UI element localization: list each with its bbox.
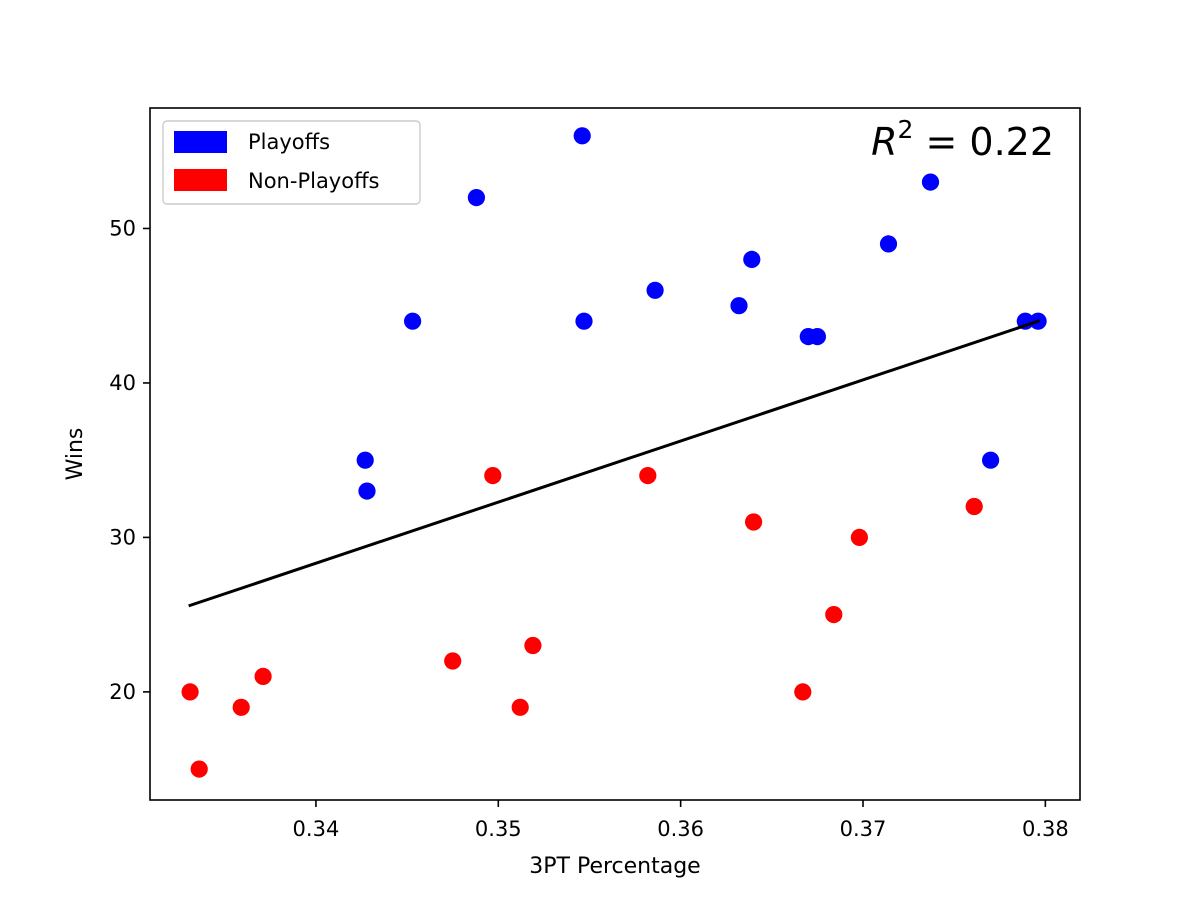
plot-marks xyxy=(181,127,1047,778)
r-squared-annotation: R2 = 0.22 xyxy=(871,115,1054,164)
point-non-playoffs xyxy=(524,636,542,655)
point-playoffs xyxy=(575,312,593,330)
x-axis-label: 3PT Percentage xyxy=(529,854,700,879)
point-non-playoffs xyxy=(965,497,983,516)
y-tick-label: 50 xyxy=(109,216,136,240)
point-non-playoffs xyxy=(794,683,812,701)
x-tick-label: 0.35 xyxy=(475,817,522,841)
point-playoffs xyxy=(467,189,485,207)
point-playoffs xyxy=(646,281,664,299)
point-playoffs xyxy=(743,250,761,268)
r-squared-exponent: 2 xyxy=(897,115,913,144)
x-tick-label: 0.34 xyxy=(293,817,340,841)
legend-swatch-playoffs xyxy=(174,131,227,153)
legend-swatch-non-playoffs xyxy=(174,169,227,191)
point-non-playoffs xyxy=(484,467,502,485)
point-non-playoffs xyxy=(254,667,272,686)
plot-frame xyxy=(149,107,1081,801)
point-non-playoffs xyxy=(639,467,657,485)
point-non-playoffs xyxy=(511,698,529,716)
y-tick-label: 40 xyxy=(109,371,136,395)
regression-line xyxy=(188,319,1040,608)
point-playoffs xyxy=(573,127,591,145)
point-non-playoffs xyxy=(444,652,462,670)
point-non-playoffs xyxy=(190,760,208,778)
point-playoffs xyxy=(730,297,748,315)
point-playoffs xyxy=(879,235,898,253)
point-non-playoffs xyxy=(232,698,250,716)
point-playoffs xyxy=(982,451,1000,469)
legend-box xyxy=(162,120,421,205)
point-non-playoffs xyxy=(181,683,199,701)
point-playoffs xyxy=(404,312,422,330)
point-non-playoffs xyxy=(850,528,869,547)
legend-label-playoffs: Playoffs xyxy=(248,130,330,154)
r-squared-value: = 0.22 xyxy=(913,120,1054,164)
point-playoffs xyxy=(808,328,827,346)
point-non-playoffs xyxy=(745,513,763,531)
y-axis-label: Wins xyxy=(63,428,88,481)
x-tick-label: 0.38 xyxy=(1022,817,1069,841)
x-tick-label: 0.36 xyxy=(657,817,704,841)
point-playoffs xyxy=(358,482,376,500)
r-squared-symbol: R xyxy=(871,120,897,164)
point-playoffs xyxy=(356,451,374,469)
y-tick-label: 20 xyxy=(109,680,136,704)
axis-ticks: 0.34 0.35 0.36 0.37 0.38 20 30 40 50 xyxy=(109,216,1068,841)
legend: Playoffs Non-Playoffs xyxy=(162,120,421,205)
x-tick-label: 0.37 xyxy=(840,817,887,841)
point-playoffs xyxy=(921,173,940,191)
point-non-playoffs xyxy=(825,606,843,624)
legend-label-non-playoffs: Non-Playoffs xyxy=(248,169,380,193)
y-tick-label: 30 xyxy=(109,525,136,549)
